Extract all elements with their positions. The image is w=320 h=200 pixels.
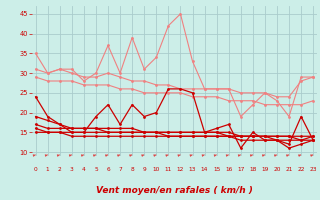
X-axis label: Vent moyen/en rafales ( km/h ): Vent moyen/en rafales ( km/h ) xyxy=(96,186,253,195)
